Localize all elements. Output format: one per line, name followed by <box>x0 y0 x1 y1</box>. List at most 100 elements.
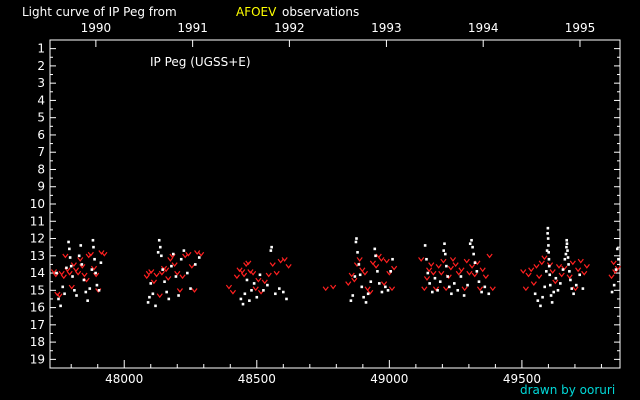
observation-point <box>468 242 472 246</box>
limit-point <box>265 272 272 278</box>
observation-point <box>566 249 569 252</box>
observation-point <box>357 263 361 266</box>
observation-point <box>374 254 377 258</box>
limit-point <box>150 279 158 285</box>
limit-point <box>70 262 77 268</box>
limit-point <box>577 258 584 264</box>
limit-point <box>364 286 371 292</box>
observation-point <box>90 268 94 271</box>
limit-point <box>261 279 268 285</box>
observation-point <box>443 252 447 256</box>
chart-title-prefix: Light curve of IP Peg from <box>22 5 177 19</box>
observation-point <box>430 290 434 294</box>
y-tick-label: 9 <box>37 180 45 194</box>
limit-point <box>533 263 540 269</box>
observation-point <box>442 249 445 252</box>
observation-point <box>59 304 62 308</box>
observation-point <box>428 282 431 285</box>
observation-point <box>471 245 474 249</box>
observation-point <box>384 285 387 289</box>
y-tick-label: 16 <box>30 301 45 315</box>
limit-point <box>188 263 195 269</box>
top-year-label: 1993 <box>371 21 402 35</box>
observation-point <box>617 257 620 261</box>
limit-point <box>549 269 556 274</box>
limit-point <box>443 286 450 292</box>
limit-point <box>438 270 445 276</box>
limit-point <box>369 260 376 266</box>
observation-point <box>443 242 446 246</box>
observation-point <box>63 292 66 296</box>
limit-point <box>198 251 205 257</box>
observation-point <box>480 290 483 294</box>
observation-point <box>423 244 427 247</box>
y-tick-label: 5 <box>37 111 45 125</box>
observation-point <box>445 264 448 268</box>
observation-point <box>564 252 568 256</box>
observation-point <box>377 282 381 285</box>
limit-point <box>194 250 201 255</box>
limit-point <box>569 260 576 266</box>
top-year-label: 1994 <box>468 21 499 35</box>
limit-point <box>458 267 465 273</box>
limit-point <box>614 265 621 271</box>
observation-point <box>447 285 451 289</box>
observation-point <box>610 290 614 294</box>
limit-point <box>143 274 150 280</box>
limit-point <box>581 270 588 276</box>
observation-point <box>426 271 430 275</box>
observation-point <box>82 278 86 282</box>
limit-point <box>75 270 82 276</box>
observation-point <box>174 275 178 278</box>
limit-point <box>176 288 183 293</box>
observation-point <box>189 287 192 290</box>
y-tick-label: 18 <box>30 335 45 349</box>
observation-point <box>167 297 171 301</box>
observation-point <box>262 289 265 292</box>
observation-point <box>546 232 549 235</box>
limit-point <box>530 281 537 286</box>
limit-point <box>160 265 168 271</box>
limit-point <box>583 263 590 269</box>
observation-point <box>380 290 384 294</box>
limit-point <box>380 281 388 286</box>
y-tick-label: 17 <box>30 318 45 332</box>
limit-point <box>479 267 486 273</box>
observation-point <box>248 299 251 302</box>
limit-point <box>247 269 254 274</box>
limit-point <box>269 262 276 268</box>
limit-point <box>426 267 433 273</box>
limit-point <box>273 270 280 276</box>
x-tick-label: 49500 <box>503 372 541 386</box>
observation-point <box>77 254 81 258</box>
observation-point <box>547 264 551 268</box>
observation-point <box>446 275 449 278</box>
observation-point <box>574 283 578 287</box>
star-annotation: IP Peg (UGSS+E) <box>150 55 251 69</box>
observation-point <box>473 261 477 264</box>
limit-point <box>351 277 358 283</box>
observation-point <box>266 283 269 287</box>
observation-point <box>92 245 95 249</box>
limit-point <box>468 263 476 269</box>
limit-point <box>449 257 457 262</box>
observation-point <box>250 289 253 292</box>
observation-point <box>546 226 550 230</box>
limit-point <box>461 286 468 292</box>
observation-point <box>182 249 186 252</box>
y-tick-label: 1 <box>37 42 45 56</box>
limit-point <box>566 274 573 280</box>
observation-point <box>69 264 73 268</box>
observation-point <box>459 275 463 278</box>
observation-point <box>160 254 163 258</box>
limit-point <box>378 257 385 262</box>
limit-point <box>388 286 396 292</box>
observation-point <box>99 261 103 264</box>
limit-point <box>558 272 565 278</box>
limit-point <box>171 262 178 268</box>
observation-point <box>55 271 58 275</box>
observation-point <box>94 271 97 275</box>
limit-point <box>383 258 390 264</box>
observation-point <box>151 292 155 296</box>
top-year-label: 1995 <box>565 21 596 35</box>
